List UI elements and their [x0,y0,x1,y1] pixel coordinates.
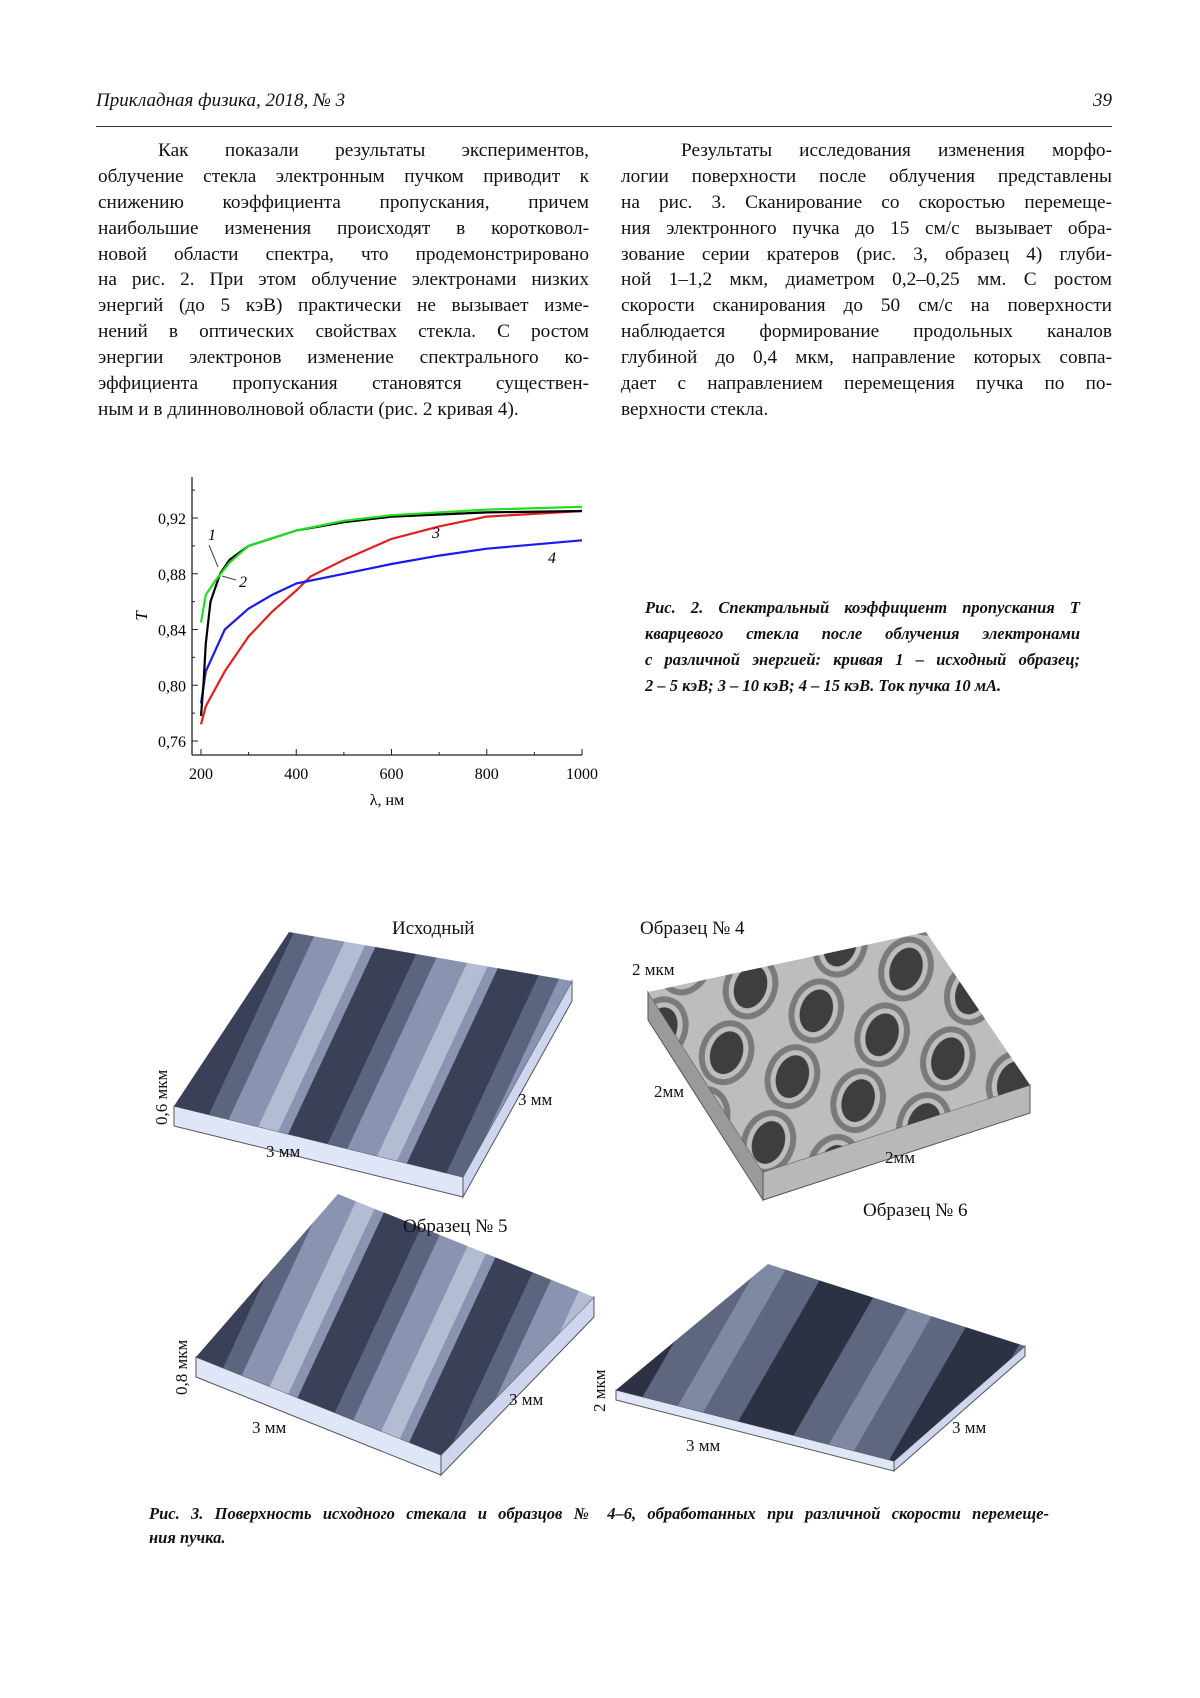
panel-title-sample-6: Образец № 6 [863,1200,968,1222]
y-tick-label: 0,88 [158,567,186,584]
z-label-sample-4: 2 мкм [632,960,675,980]
text-line: Результаты исследования изменения морфо- [621,138,1112,164]
caption-line: 2 – 5 кэВ; 3 – 10 кэВ; 4 – 15 кэВ. Ток п… [645,675,1080,701]
header-rule [96,126,1112,127]
text-line: глубиной до 0,4 мкм, направление которых… [621,345,1112,371]
z-label-sample-6: 2 мкм [590,1369,610,1412]
text-line: дает с направлением перемещения пучка по… [621,371,1112,397]
panel-title-sample-4: Образец № 4 [640,918,745,940]
label-leader-1 [222,576,236,580]
panel-title-original: Исходный [392,918,474,940]
panel-title-sample-5: Образец № 5 [403,1216,508,1238]
caption-line: Рис. 3. Поверхность исходного стекала и … [149,1503,1049,1527]
caption-line: с различной энергией: кривая 1 – исходны… [645,649,1080,675]
text-line: ния электронного пучка до 15 см/с вызыва… [621,216,1112,242]
y-label-sample-6: 3 мм [952,1418,986,1438]
text-line: энергий (до 5 кэВ) практически не вызыва… [98,293,589,319]
y-tick-label: 0,80 [158,678,186,695]
z-label-original: 0,6 мкм [152,1070,172,1125]
text-line: зование серии кратеров (рис. 3, образец … [621,242,1112,268]
caption-line: кварцевого стекла после облучения электр… [645,623,1080,649]
fig3-caption: Рис. 3. Поверхность исходного стекала и … [149,1503,1049,1551]
text-line: наибольшие изменения происходят в коротк… [98,216,589,242]
surface-original [174,932,572,1197]
y-label-original: 3 мм [518,1090,552,1110]
text-line: на рис. 2. При этом облучение электронам… [98,267,589,293]
x-tick-label: 800 [475,766,499,783]
x-tick-label: 200 [189,766,213,783]
series-line-4 [201,540,582,703]
series-label-1: 1 [208,527,216,544]
right-text-column: Результаты исследования изменения морфо-… [621,138,1112,423]
text-line: логии поверхности после облучения предст… [621,164,1112,190]
x-label-sample-4: 2мм [885,1148,915,1168]
page-number: 39 [1093,90,1112,112]
text-line: скорости сканирования до 50 см/с на пове… [621,293,1112,319]
series-label-4: 4 [548,550,556,567]
surface-sample-6 [616,1264,1025,1471]
y-tick-label: 0,92 [158,511,186,528]
y-axis-label: T [132,610,151,621]
text-line: эффициента пропускания становятся сущест… [98,371,589,397]
z-label-sample-5: 0,8 мкм [172,1340,192,1395]
y-label-sample-5: 3 мм [509,1390,543,1410]
x-label-sample-5: 3 мм [252,1418,286,1438]
text-line: новой области спектра, что продемонстрир… [98,242,589,268]
caption-line: Рис. 2. Спектральный коэффициент пропуск… [645,597,1080,623]
text-line: наблюдается формирование продольных кана… [621,319,1112,345]
text-line: ным и в длинноволновой области (рис. 2 к… [98,397,589,423]
left-text-column: Как показали результаты экспериментов,об… [98,138,589,423]
x-label-sample-6: 3 мм [686,1436,720,1456]
x-tick-label: 1000 [566,766,598,783]
label-leader-2 [209,545,218,567]
fig2-caption: Рис. 2. Спектральный коэффициент пропуск… [645,597,1080,701]
journal-header: Прикладная физика, 2018, № 3 [96,90,345,112]
fig2-chart: 0,76 0,80 0,84 0,88 0,92 200 400 600 800 1000 λ, н… [120,465,620,825]
text-line: ной 1–1,2 мкм, диаметром 0,2–0,25 мм. С … [621,267,1112,293]
surface-sample-4 [648,932,1030,1200]
series-label-2: 2 [239,574,247,591]
caption-line: ния пучка. [149,1527,1049,1551]
y-tick-label: 0,76 [158,734,186,751]
y-label-sample-4: 2мм [654,1082,684,1102]
x-tick-label: 600 [380,766,404,783]
series-label-3: 3 [431,525,440,542]
text-line: нений в оптических свойствах стекла. С р… [98,319,589,345]
x-tick-label: 400 [284,766,308,783]
text-line: облучение стекла электронным пучком прив… [98,164,589,190]
text-line: энергии электронов изменение спектрально… [98,345,589,371]
x-axis-label: λ, нм [370,792,404,809]
x-label-original: 3 мм [266,1142,300,1162]
y-tick-label: 0,84 [158,623,186,640]
text-line: верхности стекла. [621,397,1112,423]
text-line: снижению коэффициента пропускания, приче… [98,190,589,216]
text-line: Как показали результаты экспериментов, [98,138,589,164]
text-line: на рис. 3. Сканирование со скоростью пер… [621,190,1112,216]
